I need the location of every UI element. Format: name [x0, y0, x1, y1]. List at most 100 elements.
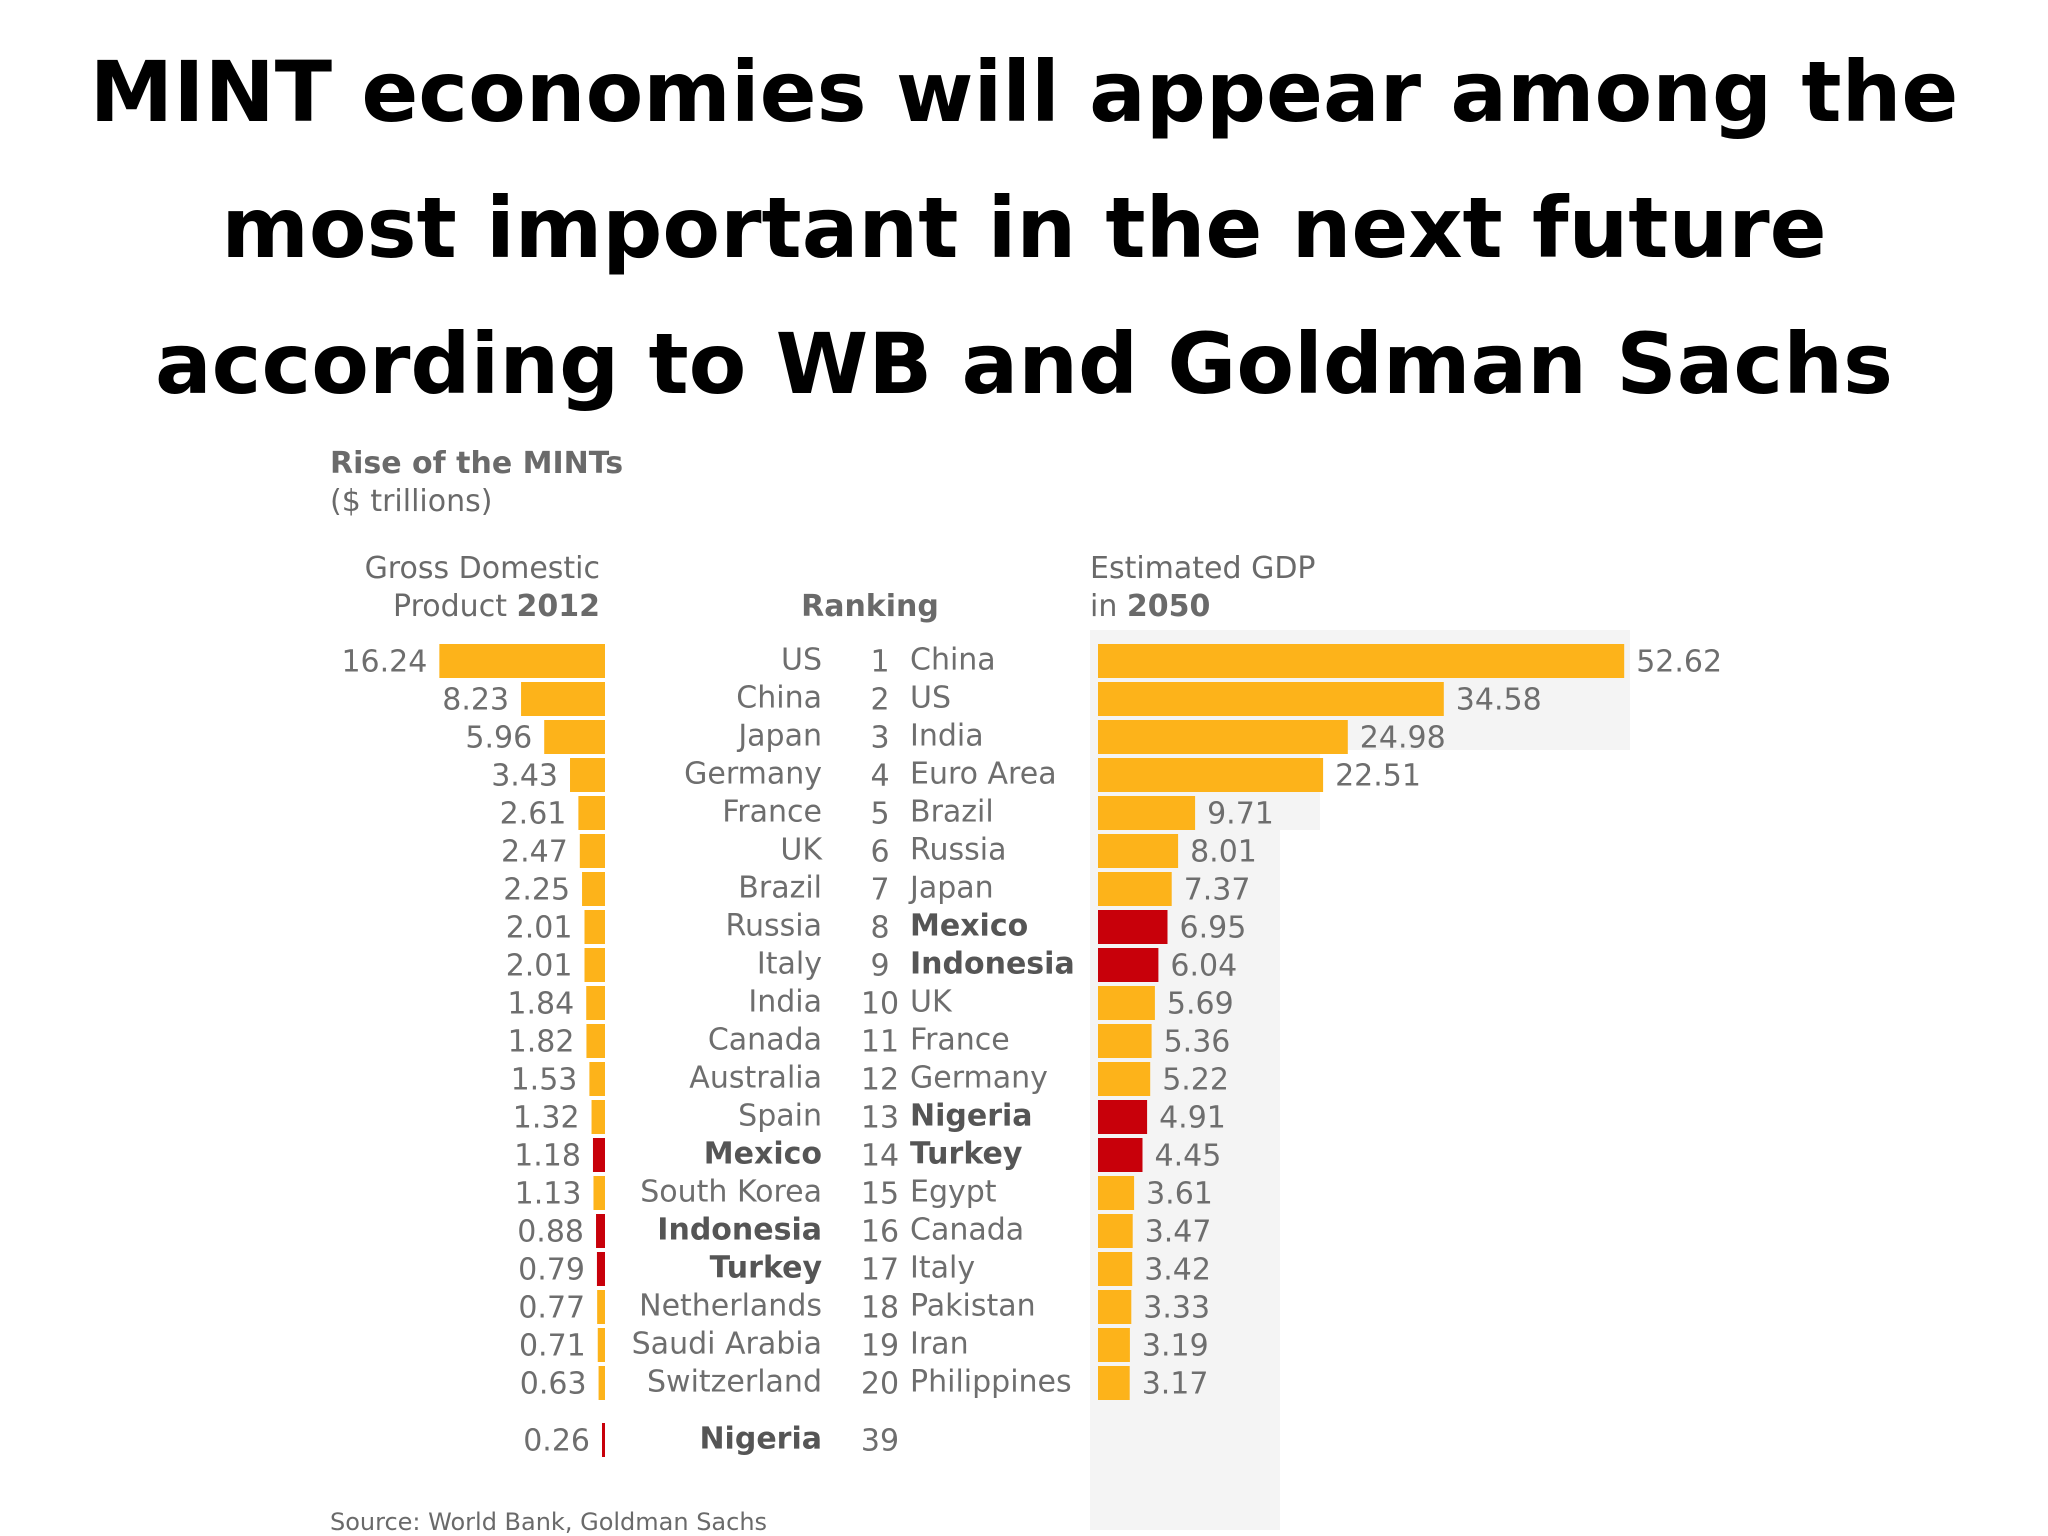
gdp-2050-bar	[1098, 682, 1444, 716]
gdp-2050-country-label: China	[910, 643, 996, 678]
rank-label: 15	[861, 1177, 899, 1212]
rank-label: 7	[870, 873, 889, 908]
gdp-2012-country-label: Turkey	[710, 1251, 823, 1286]
gdp-2012-country-label: India	[748, 985, 822, 1020]
gdp-2012-value-label: 3.43	[491, 759, 558, 794]
gdp-2012-country-label: Japan	[736, 719, 822, 754]
gdp-2050-value-label: 4.91	[1159, 1101, 1226, 1136]
gdp-2050-country-label: Germany	[910, 1061, 1048, 1096]
gdp-2050-country-label: Brazil	[910, 795, 994, 830]
gdp-2012-value-label: 16.24	[341, 645, 427, 680]
gdp-2050-bar	[1098, 1100, 1148, 1134]
gdp-2050-country-label: France	[910, 1023, 1010, 1058]
gdp-2012-bar	[593, 1176, 605, 1210]
slide-title-line: most important in the next future	[221, 179, 1827, 277]
gdp-2012-country-label: Netherlands	[639, 1289, 822, 1324]
slide-title: MINT economies will appear among the mos…	[0, 24, 2048, 432]
gdp-2050-bar	[1098, 910, 1168, 944]
gdp-2050-bar	[1098, 834, 1179, 868]
rank-label: 10	[861, 987, 899, 1022]
chart-unit-label: ($ trillions)	[330, 484, 493, 519]
rank-label: 2	[870, 683, 889, 718]
gdp-2050-value-label: 52.62	[1636, 645, 1722, 680]
gdp-2050-value-label: 3.19	[1142, 1329, 1209, 1364]
gdp-2050-bar	[1098, 1366, 1130, 1400]
gdp-2012-bar	[578, 796, 605, 830]
gdp-2012-bar	[584, 948, 605, 982]
slide-title-line: according to WB and Goldman Sachs	[155, 315, 1893, 413]
gdp-2050-bar	[1098, 1138, 1143, 1172]
gdp-2012-bar	[597, 1328, 605, 1362]
gdp-2050-value-label: 22.51	[1335, 759, 1421, 794]
gdp-2050-value-label: 8.01	[1190, 835, 1257, 870]
gdp-2050-country-label: Russia	[910, 833, 1007, 868]
gdp-2050-country-label: Mexico	[910, 909, 1028, 944]
gdp-2012-value-label: 0.77	[518, 1291, 585, 1326]
gdp-2050-value-label: 5.69	[1167, 987, 1234, 1022]
gdp-2012-value-label: 1.18	[514, 1139, 581, 1174]
gdp-2012-value-label: 2.01	[506, 949, 573, 984]
gdp-2012-value-label: 2.25	[503, 873, 570, 908]
rank-label: 14	[861, 1139, 899, 1174]
rank-label: 11	[861, 1025, 899, 1060]
gdp-2050-country-label: Indonesia	[910, 947, 1075, 982]
gdp-2012-country-label: France	[722, 795, 822, 830]
gdp-2012-bar	[597, 1290, 605, 1324]
gdp-2050-value-label: 6.95	[1180, 911, 1247, 946]
gdp-2050-bar	[1098, 1252, 1133, 1286]
gdp-2012-country-label: Saudi Arabia	[632, 1327, 822, 1362]
gdp-2012-country-label: Mexico	[704, 1137, 822, 1172]
gdp-2012-country-label: Germany	[684, 757, 822, 792]
gdp-2050-header-line1: Estimated GDP	[1090, 551, 1316, 586]
gdp-2012-value-label: 1.53	[511, 1063, 578, 1098]
gdp-2050-bar	[1098, 644, 1625, 678]
gdp-2012-bar	[584, 910, 605, 944]
gdp-2012-country-label: Switzerland	[647, 1365, 822, 1400]
gdp-2012-value-label: 0.71	[519, 1329, 586, 1364]
gdp-2012-country-label: UK	[780, 833, 823, 868]
gdp-2012-value-label: 1.13	[515, 1177, 582, 1212]
gdp-2012-header: Gross Domestic Product 2012	[300, 550, 600, 626]
gdp-2012-country-label: Russia	[726, 909, 823, 944]
gdp-2012-bar	[521, 682, 605, 716]
gdp-2050-header: Estimated GDP in 2050	[1090, 550, 1410, 626]
gdp-2012-country-label: Canada	[708, 1023, 822, 1058]
gdp-2012-header-year: 2012	[516, 589, 601, 624]
rank-label: 20	[861, 1367, 899, 1402]
gdp-2050-value-label: 3.42	[1144, 1253, 1211, 1288]
gdp-2012-value-label: 1.32	[513, 1101, 580, 1136]
gdp-2050-header-line2: in 2050	[1090, 588, 1410, 626]
gdp-2050-value-label: 5.36	[1164, 1025, 1231, 1060]
rank-label: 19	[861, 1329, 899, 1364]
gdp-2012-bar	[598, 1366, 605, 1400]
gdp-2012-value-label: 0.88	[517, 1215, 584, 1250]
slide-title-line: MINT economies will appear among the	[89, 43, 1959, 141]
gdp-2012-bar	[579, 834, 605, 868]
rank-label: 17	[861, 1253, 899, 1288]
gdp-2012-bar	[544, 720, 605, 754]
gdp-2012-country-label: Spain	[738, 1099, 822, 1134]
gdp-2012-header-prefix: Product	[393, 589, 517, 624]
gdp-2050-country-label: Japan	[908, 871, 994, 906]
chart-title: Rise of the MINTs	[330, 446, 624, 481]
gdp-2050-bar	[1098, 1214, 1133, 1248]
gdp-2050-header-prefix: in	[1090, 589, 1127, 624]
gdp-2012-bar	[586, 986, 605, 1020]
gdp-2050-bar	[1098, 872, 1172, 906]
gdp-2050-bar	[1098, 1290, 1132, 1324]
gdp-2012-bar	[596, 1214, 605, 1248]
rank-label: 3	[870, 721, 889, 756]
gdp-2050-country-label: Egypt	[910, 1175, 997, 1210]
gdp-2050-country-label: Nigeria	[910, 1099, 1033, 1134]
gdp-2012-country-label: Brazil	[738, 871, 822, 906]
gdp-2050-value-label: 24.98	[1360, 721, 1446, 756]
gdp-2012-bar	[591, 1100, 605, 1134]
gdp-2050-bar	[1098, 758, 1324, 792]
gdp-2050-country-label: Pakistan	[910, 1289, 1036, 1324]
rank-label: 16	[861, 1215, 899, 1250]
gdp-2012-value-label: 1.82	[508, 1025, 575, 1060]
rank-label: 6	[870, 835, 889, 870]
rank-label: 8	[870, 911, 889, 946]
gdp-2050-country-label: Turkey	[910, 1137, 1023, 1172]
